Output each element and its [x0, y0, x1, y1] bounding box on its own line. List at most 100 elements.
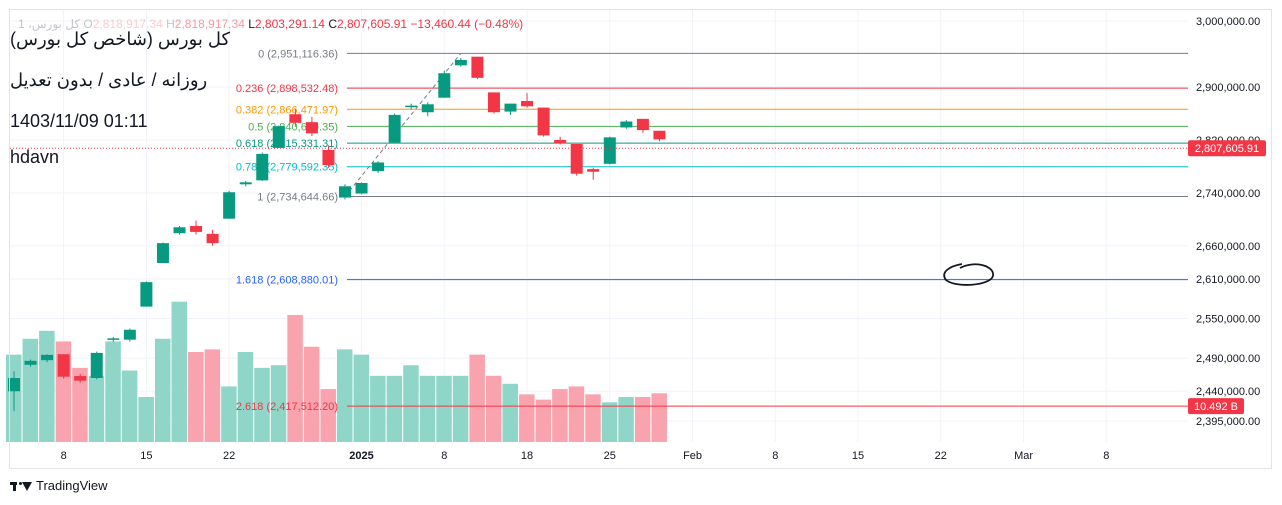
volume-bar	[502, 383, 518, 442]
volume-bar	[337, 349, 353, 442]
high-label: H	[166, 17, 175, 31]
fib-level-label: 0.5 (2,840,619.35)	[248, 121, 338, 133]
fib-level-label: 0.618 (2,815,331.31)	[236, 138, 338, 150]
candle-body	[355, 182, 368, 194]
volume-bar	[618, 397, 634, 442]
chart-datetime: 1403/11/09 01:11	[10, 111, 148, 131]
time-tick-label: 15	[852, 450, 864, 462]
candle-body	[156, 243, 169, 263]
candle-body	[90, 352, 103, 379]
volume-bar	[221, 386, 237, 442]
candle-body	[322, 149, 335, 166]
volume-bar	[254, 367, 270, 442]
fib-level-label: 1 (2,734,644.66)	[257, 191, 338, 203]
candle-body	[636, 118, 649, 131]
volume-bar	[72, 367, 88, 442]
candle-body	[372, 162, 385, 172]
volume-bar	[237, 352, 254, 442]
volume-bar	[204, 349, 221, 442]
volume-bar	[519, 394, 535, 442]
candle-body	[603, 137, 616, 164]
fib-level-label: 0.382 (2,866,471.97)	[236, 104, 338, 116]
candle-body	[438, 73, 451, 98]
fib-level-label: 0.236 (2,898,532.48)	[236, 83, 338, 95]
last-price-label: 2,807,605.91	[1195, 143, 1259, 155]
candle-body	[554, 140, 567, 144]
volume-bar	[171, 301, 187, 442]
volume-bar	[287, 314, 303, 442]
volume-bar	[22, 338, 39, 442]
ohlc-legend: 1 ،کل بورس O2,818,917.34 H2,818,917.34 L…	[18, 17, 523, 31]
candle-body	[487, 92, 500, 113]
time-tick-label: Feb	[683, 450, 702, 462]
volume-bar	[585, 394, 601, 442]
volume-bar	[552, 389, 568, 442]
time-tick-label: Mar	[1014, 450, 1033, 462]
candle-body	[57, 354, 70, 377]
candle-body	[24, 360, 37, 365]
candle-body	[471, 56, 484, 78]
time-tick-label: 8	[441, 450, 447, 462]
volume-bar	[634, 397, 651, 442]
close-value: 2,807,605.91	[337, 17, 408, 31]
volume-bar	[419, 375, 436, 442]
fib-level-label: 1.618 (2,608,880.01)	[236, 275, 338, 287]
volume-bar	[105, 341, 121, 442]
volume-bar	[452, 375, 469, 442]
candle-body	[173, 227, 186, 234]
candle-body	[339, 186, 351, 198]
candle-body	[272, 126, 285, 148]
candle-body	[504, 103, 517, 112]
volume-bar	[270, 365, 287, 442]
candle-body	[256, 153, 269, 181]
price-tick-label: 2,550,000.00	[1196, 314, 1260, 326]
volume-tag	[1188, 398, 1244, 415]
time-tick-label: 25	[604, 450, 616, 462]
volume-bar	[121, 370, 138, 442]
price-tick-label: 2,440,000.00	[1196, 386, 1260, 398]
volume-bar	[403, 365, 419, 442]
time-tick-label: 15	[140, 450, 152, 462]
volume-bar	[568, 386, 585, 442]
candle-body	[587, 169, 600, 172]
tradingview-brand[interactable]: TradingView	[10, 478, 108, 493]
time-tick-label: 22	[935, 450, 947, 462]
volume-bar	[353, 354, 370, 442]
price-tick-label: 2,395,000.00	[1196, 416, 1260, 428]
price-tick-label: 2,610,000.00	[1196, 274, 1260, 286]
time-tick-label: 8	[772, 450, 778, 462]
price-tick-label: 3,000,000.00	[1196, 16, 1260, 28]
volume-bar	[88, 375, 105, 442]
last-price-tag	[1188, 140, 1266, 157]
high-value: 2,818,917.34	[174, 17, 245, 31]
candle-body	[620, 121, 633, 128]
candle-body	[521, 101, 534, 107]
time-tick-label: 8	[1103, 450, 1109, 462]
candle-body	[421, 104, 434, 113]
volume-bar	[601, 402, 618, 442]
low-value: 2,803,291.14	[254, 17, 325, 31]
volume-bar	[188, 352, 204, 442]
volume-bar	[39, 330, 55, 442]
candle-body	[8, 378, 20, 392]
candle-body	[74, 376, 87, 381]
price-tick-label: 2,660,000.00	[1196, 241, 1260, 253]
fib-trendline	[344, 53, 462, 197]
chart-subtitle: روزانه / عادی / بدون تعدیل	[10, 70, 208, 90]
volume-bar	[485, 375, 502, 442]
chart-title: کل بورس (شاخص کل بورس)	[10, 29, 231, 49]
volume-bar	[370, 375, 386, 442]
volume-bar	[320, 389, 336, 442]
candle-body	[123, 329, 136, 340]
volume-bar	[436, 375, 452, 442]
close-label: C	[328, 17, 337, 31]
tradingview-logo-icon	[10, 480, 32, 492]
candle-body	[570, 143, 583, 174]
candle-body	[190, 225, 203, 232]
brand-label: TradingView	[36, 478, 108, 493]
time-tick-label: 2025	[349, 450, 373, 462]
symbol-faded: 1 ،کل بورس	[18, 17, 81, 31]
time-tick-label: 22	[223, 450, 235, 462]
candle-body	[454, 60, 467, 66]
